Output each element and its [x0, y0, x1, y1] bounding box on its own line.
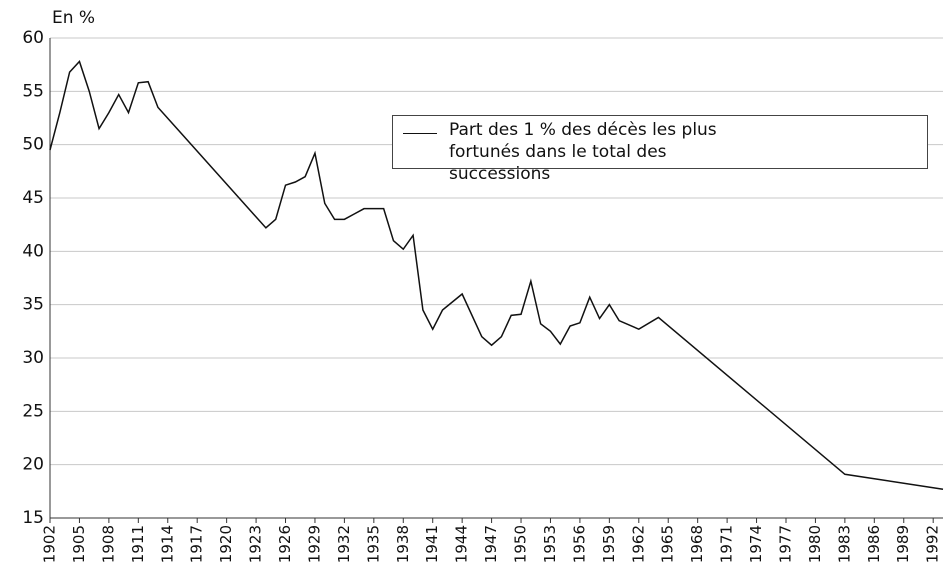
x-tick-label: 1965: [659, 525, 677, 563]
x-tick-label: 1944: [453, 525, 471, 563]
x-tick-label: 1977: [776, 525, 794, 563]
x-tick-label: 1908: [99, 525, 117, 563]
x-tick-label: 1956: [570, 525, 588, 563]
x-tick-label: 1989: [894, 525, 912, 563]
x-tick-label: 1968: [688, 525, 706, 563]
legend-swatch: [403, 133, 437, 134]
x-tick-label: 1932: [335, 525, 353, 563]
y-tick-label: 30: [22, 348, 44, 368]
data-line: [49, 60, 944, 490]
y-tick-label: 20: [22, 455, 44, 475]
x-tick-label: 1935: [364, 525, 382, 563]
x-tick-label: 1953: [541, 525, 559, 563]
x-tick-label: 1962: [629, 525, 647, 563]
x-tick-label: 1917: [188, 525, 206, 563]
x-tick-label: 1986: [865, 525, 883, 563]
x-tick-label: 1983: [835, 525, 853, 563]
x-tick-label: 1992: [924, 525, 942, 563]
x-tick-label: 1902: [41, 525, 59, 563]
y-tick-label: 60: [22, 28, 44, 48]
legend-label: Part des 1 % des décès les plus fortunés…: [449, 120, 717, 184]
x-tick-label: 1974: [747, 525, 765, 563]
x-tick-label: 1971: [718, 525, 736, 563]
y-tick-label: 15: [22, 508, 44, 528]
x-tick-label: 1938: [394, 525, 412, 563]
x-tick-label: 1914: [158, 525, 176, 563]
x-tick-label: 1959: [600, 525, 618, 563]
legend: Part des 1 % des décès les plus fortunés…: [392, 115, 928, 184]
y-tick-label: 45: [22, 188, 44, 208]
x-tick-label: 1911: [129, 525, 147, 563]
y-tick-label: 35: [22, 295, 44, 315]
x-tick-label: 1929: [305, 525, 323, 563]
x-tick-label: 1941: [423, 525, 441, 563]
x-tick-label: 1947: [482, 525, 500, 563]
x-tick-label: 1923: [247, 525, 265, 563]
x-tick-label: 1926: [276, 525, 294, 563]
x-tick-label: 1920: [217, 525, 235, 563]
x-tick-label: 1980: [806, 525, 824, 563]
y-tick-label: 55: [22, 81, 44, 101]
y-tick-label: 50: [22, 135, 44, 155]
y-tick-label: 40: [22, 241, 44, 261]
x-tick-label: 1950: [512, 525, 530, 563]
x-tick-label: 1905: [70, 525, 88, 563]
y-axis-label: En %: [52, 8, 95, 28]
y-tick-label: 25: [22, 401, 44, 421]
